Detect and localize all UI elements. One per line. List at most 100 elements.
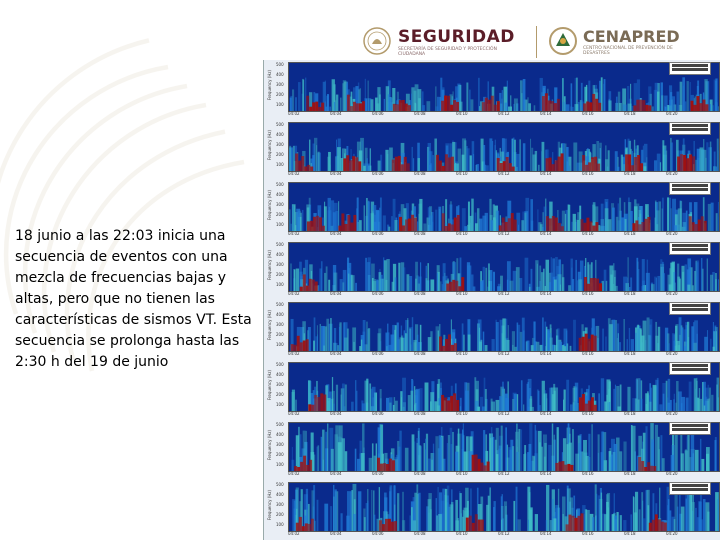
y-tick-label: 100 [276,222,284,227]
x-tick-label: 04:16 [582,351,594,356]
cenapred-logo-icon [549,27,577,55]
y-tick-label: 100 [276,282,284,287]
x-tick-label: 04:04 [330,411,342,416]
spectrogram-panel: Frequency (Hz) 500 400 300 200 100 04:02 04:04 0… [264,480,720,540]
x-tick-label: 04:18 [624,231,636,236]
y-axis-label: Frequency (Hz) [267,490,272,521]
x-tick-label: 04:06 [372,351,384,356]
y-tick-label: 300 [276,202,284,207]
spectrogram-image [288,122,720,172]
cenapred-subtitle: CENTRO NACIONAL DE PREVENCIÓN DE DESASTR… [583,46,673,56]
y-tick-label: 500 [276,62,284,67]
spectrogram-panel: Frequency (Hz) 500 400 300 200 100 04:02 04:04 0… [264,180,720,240]
spectrogram-panel: Frequency (Hz) 500 400 300 200 100 04:02 04:04 0… [264,120,720,180]
y-tick-label: 400 [276,132,284,137]
x-tick-label: 04:08 [414,111,426,116]
station-legend-box [669,422,711,435]
cenapred-title: CENAPRED [583,27,680,46]
x-tick-label: 04:12 [498,171,510,176]
station-legend-box [669,482,711,495]
spectrogram-image [288,362,720,412]
x-tick-label: 04:04 [330,171,342,176]
station-legend-box [669,122,711,135]
y-axis-label: Frequency (Hz) [267,190,272,221]
y-tick-label: 200 [276,212,284,217]
x-tick-label: 04:02 [288,351,300,356]
x-tick-label: 04:02 [288,531,300,536]
y-tick-label: 300 [276,502,284,507]
x-tick-label: 04:20 [666,411,678,416]
y-axis-label: Frequency (Hz) [267,70,272,101]
x-tick-label: 04:20 [666,291,678,296]
x-tick-label: 04:18 [624,471,636,476]
spectrogram-stack: Frequency (Hz) 500 400 300 200 100 04:02 04:04 0… [263,60,720,540]
y-tick-label: 100 [276,402,284,407]
x-tick-label: 04:10 [456,171,468,176]
x-tick-label: 04:16 [582,111,594,116]
x-tick-label: 04:12 [498,411,510,416]
spectrogram-image [288,62,720,112]
x-tick-label: 04:14 [540,531,552,536]
y-tick-label: 500 [276,482,284,487]
y-tick-label: 500 [276,242,284,247]
x-tick-label: 04:18 [624,291,636,296]
x-tick-label: 04:10 [456,231,468,236]
y-tick-label: 300 [276,142,284,147]
seguridad-subtitle: SECRETARÍA DE SEGURIDAD Y PROTECCIÓN CIU… [398,47,497,57]
x-tick-label: 04:04 [330,351,342,356]
y-tick-label: 100 [276,522,284,527]
x-tick-label: 04:02 [288,111,300,116]
x-tick-label: 04:02 [288,471,300,476]
y-tick-label: 400 [276,432,284,437]
y-axis-label: Frequency (Hz) [267,250,272,281]
caption-text: 18 junio a las 22:03 inicia una secuenci… [15,228,252,370]
x-tick-label: 04:20 [666,111,678,116]
x-tick-label: 04:20 [666,351,678,356]
x-tick-label: 04:16 [582,231,594,236]
x-tick-label: 04:10 [456,531,468,536]
x-tick-label: 04:06 [372,471,384,476]
x-tick-label: 04:14 [540,411,552,416]
spectrogram-panel: Frequency (Hz) 500 400 300 200 100 04:02 04:04 0… [264,60,720,120]
x-tick-label: 04:16 [582,171,594,176]
y-tick-label: 100 [276,462,284,467]
x-tick-label: 04:06 [372,231,384,236]
y-tick-label: 300 [276,382,284,387]
x-tick-label: 04:06 [372,111,384,116]
spectrogram-panel: Frequency (Hz) 500 400 300 200 100 04:02 04:04 0… [264,300,720,360]
x-tick-label: 04:12 [498,291,510,296]
header-divider [536,26,537,58]
x-tick-label: 04:08 [414,531,426,536]
x-tick-label: 04:20 [666,171,678,176]
y-tick-label: 300 [276,322,284,327]
x-tick-label: 04:04 [330,531,342,536]
x-tick-label: 04:14 [540,231,552,236]
x-tick-label: 04:14 [540,111,552,116]
x-tick-label: 04:06 [372,411,384,416]
x-tick-label: 04:16 [582,411,594,416]
header-logos: SEGURIDAD SECRETARÍA DE SEGURIDAD Y PROT… [358,22,720,62]
x-tick-label: 04:04 [330,231,342,236]
x-tick-label: 04:20 [666,471,678,476]
station-legend-box [669,302,711,315]
x-tick-label: 04:14 [540,171,552,176]
y-tick-label: 500 [276,422,284,427]
seguridad-title: SEGURIDAD [398,27,515,47]
y-tick-label: 500 [276,362,284,367]
y-tick-label: 400 [276,252,284,257]
station-legend-box [669,242,711,255]
y-tick-label: 400 [276,312,284,317]
y-tick-label: 300 [276,82,284,87]
x-tick-label: 04:04 [330,471,342,476]
y-tick-label: 400 [276,372,284,377]
x-tick-label: 04:10 [456,291,468,296]
x-tick-label: 04:02 [288,291,300,296]
x-tick-label: 04:20 [666,531,678,536]
x-tick-label: 04:10 [456,111,468,116]
station-legend-box [669,62,711,75]
y-tick-label: 500 [276,122,284,127]
x-tick-label: 04:16 [582,471,594,476]
x-tick-label: 04:06 [372,171,384,176]
spectrogram-panel: Frequency (Hz) 500 400 300 200 100 04:02 04:04 0… [264,240,720,300]
x-tick-label: 04:02 [288,411,300,416]
